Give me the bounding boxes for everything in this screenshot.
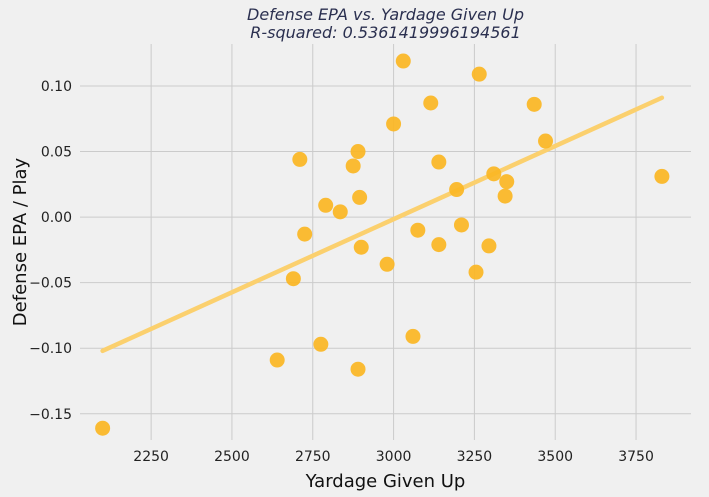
data-point xyxy=(313,336,329,352)
data-point xyxy=(269,352,285,368)
data-point xyxy=(95,420,111,436)
data-point xyxy=(410,222,426,238)
data-point xyxy=(297,226,313,242)
x-tick-labels: 2250 2500 2750 3000 3250 3500 3750 xyxy=(133,449,654,465)
data-point xyxy=(654,168,670,184)
data-point xyxy=(486,166,502,182)
data-point xyxy=(386,116,402,132)
data-point xyxy=(318,197,334,213)
data-point xyxy=(423,95,439,111)
y-tick-label: 0.10 xyxy=(41,79,72,95)
regression-line-group xyxy=(100,95,665,354)
x-tick-label: 2750 xyxy=(295,449,331,465)
data-point xyxy=(350,361,366,377)
data-point xyxy=(453,217,469,233)
data-point xyxy=(379,256,395,272)
chart-title: Defense EPA vs. Yardage Given Up xyxy=(247,5,524,24)
data-point xyxy=(449,182,465,198)
data-point xyxy=(526,96,542,112)
data-point xyxy=(405,328,421,344)
y-axis-label: Defense EPA / Play xyxy=(10,157,31,326)
x-tick-label: 3750 xyxy=(618,449,654,465)
x-tick-label: 3000 xyxy=(376,449,412,465)
y-tick-label: 0.05 xyxy=(41,145,72,161)
data-point xyxy=(353,239,369,255)
x-axis-label: Yardage Given Up xyxy=(305,471,466,492)
x-tick-label: 2250 xyxy=(133,449,169,465)
data-point xyxy=(481,238,497,254)
regression-line xyxy=(100,95,665,354)
data-point xyxy=(285,271,301,287)
data-points xyxy=(95,53,670,436)
gridlines xyxy=(80,44,691,440)
data-point xyxy=(345,158,361,174)
y-tick-label: −0.15 xyxy=(29,407,72,423)
y-tick-label: 0.00 xyxy=(41,210,72,226)
data-point xyxy=(431,237,447,253)
data-point xyxy=(538,133,554,149)
data-point xyxy=(332,204,348,220)
y-tick-labels: −0.15 −0.10 −0.05 0.00 0.05 0.10 xyxy=(29,79,72,423)
data-point xyxy=(497,188,513,204)
data-point xyxy=(431,154,447,170)
data-point xyxy=(352,189,368,205)
x-tick-label: 2500 xyxy=(214,449,250,465)
data-point xyxy=(499,174,515,190)
data-point xyxy=(468,264,484,280)
data-point xyxy=(292,151,308,167)
data-point xyxy=(395,53,411,69)
chart-subtitle: R-squared: 0.5361419996194561 xyxy=(250,23,521,42)
y-tick-label: −0.05 xyxy=(29,276,72,292)
x-tick-label: 3500 xyxy=(537,449,573,465)
y-tick-label: −0.10 xyxy=(29,341,72,357)
data-point xyxy=(471,66,487,82)
data-point xyxy=(350,144,366,160)
x-tick-label: 3250 xyxy=(457,449,493,465)
